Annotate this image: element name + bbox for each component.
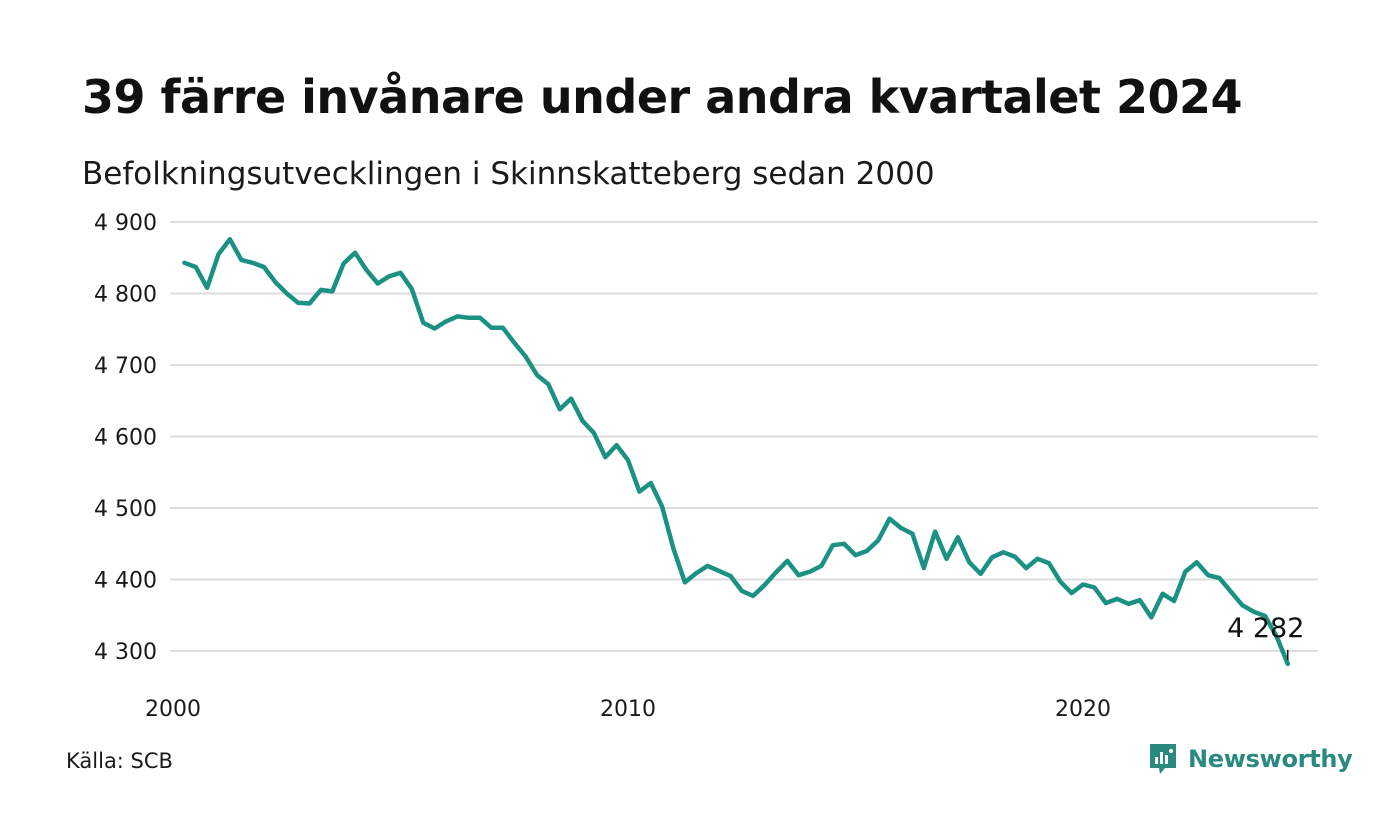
y-tick-label: 4 300 (94, 640, 157, 665)
last-value-label: 4 282 (1227, 613, 1304, 644)
y-tick-label: 4 600 (94, 426, 157, 451)
chart-title: 39 färre invånare under andra kvartalet … (82, 70, 1243, 124)
x-tick-label: 2020 (1055, 697, 1111, 722)
x-tick-label: 2010 (600, 697, 656, 722)
source-note: Källa: SCB (66, 749, 173, 773)
brand-logo: Newsworthy (1148, 742, 1353, 776)
y-tick-label: 4 900 (94, 211, 157, 236)
y-tick-label: 4 400 (94, 569, 157, 594)
newsworthy-logo-icon (1150, 744, 1176, 774)
chart-subtitle: Befolkningsutvecklingen i Skinnskatteber… (82, 156, 935, 192)
x-tick-label: 2000 (145, 697, 201, 722)
brand-name: Newsworthy (1188, 745, 1353, 773)
series-line (182, 236, 1291, 667)
y-tick-label: 4 800 (94, 283, 157, 308)
y-tick-label: 4 500 (94, 497, 157, 522)
line-chart: 4 300 4 400 4 500 4 600 4 700 4 800 4 900 2000 2… (94, 211, 1318, 722)
y-tick-label: 4 700 (94, 354, 157, 379)
